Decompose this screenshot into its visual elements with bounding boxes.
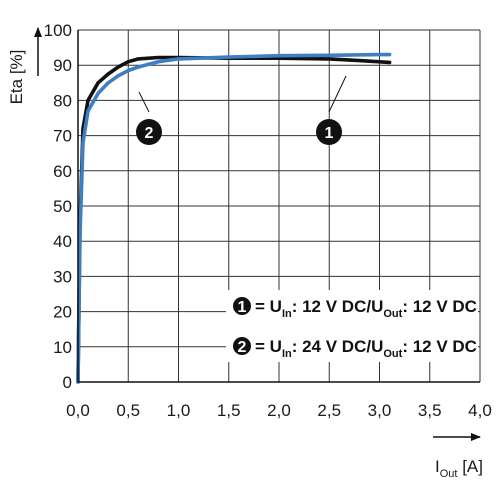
x-tick-label: 3,0: [368, 401, 392, 420]
grid: [77, 29, 481, 383]
y-tick-label: 60: [53, 162, 72, 181]
marker-number: 1: [325, 125, 334, 142]
series-line-1: [76, 55, 392, 384]
y-tick-label: 80: [53, 91, 72, 110]
y-tick-label: 100: [44, 21, 72, 40]
y-tick-label: 30: [53, 267, 72, 286]
legend-marker-2: 2: [233, 337, 251, 356]
y-tick-label: 20: [53, 303, 72, 322]
x-tick-label: 2,0: [267, 401, 291, 420]
callout-leader-1: [328, 75, 347, 113]
series-callouts: 12: [136, 75, 347, 145]
x-tick-label: 1,0: [167, 401, 191, 420]
series-callout-2: 2: [136, 119, 162, 145]
x-axis-title: IOut [A]: [435, 457, 483, 480]
series-line-2: [76, 52, 392, 384]
x-tick-label: 0,5: [116, 401, 140, 420]
x-tick-label: 0,0: [66, 401, 90, 420]
axis-titles: Eta [%] IOut [A]: [7, 27, 483, 480]
marker-circle: [316, 119, 342, 145]
x-tick-label: 2,5: [317, 401, 341, 420]
y-tick-label: 40: [53, 232, 72, 251]
x-tick-label: 4,0: [468, 401, 492, 420]
series-callout-1: 1: [316, 119, 342, 145]
legend-marker-1: 1: [233, 297, 251, 316]
series-lines: [76, 52, 392, 384]
y-tick-label: 70: [53, 127, 72, 146]
y-tick-label: 10: [53, 338, 72, 357]
axes: [77, 30, 480, 383]
y-tick-label: 50: [53, 197, 72, 216]
legend-background: [226, 290, 478, 362]
marker-circle: [233, 337, 251, 355]
y-tick-label: 90: [53, 56, 72, 75]
marker-circle: [136, 119, 162, 145]
marker-number: 1: [238, 299, 247, 316]
marker-circle: [233, 297, 251, 315]
callout-leader-2: [138, 91, 150, 113]
y-tick-label: 0: [63, 373, 72, 392]
y-axis-title: Eta [%]: [7, 50, 26, 105]
legend-entry-1: = UIn: 12 V DC/UOut: 12 V DC: [255, 297, 477, 320]
x-tick-label: 3,5: [418, 401, 442, 420]
marker-number: 2: [238, 339, 247, 356]
marker-number: 2: [145, 125, 154, 142]
legend: 1 = UIn: 12 V DC/UOut: 12 V DC 2 = UIn: 24 …: [226, 290, 478, 362]
tick-labels: 0,0 0,5 1,0 1,5 2,0 2,5 3,0 3,5 4,0 0 10 20 30 40 50 60…: [44, 21, 492, 420]
legend-entry-2: = UIn: 24 V DC/UOut: 12 V DC: [255, 337, 477, 360]
x-tick-label: 1,5: [217, 401, 241, 420]
